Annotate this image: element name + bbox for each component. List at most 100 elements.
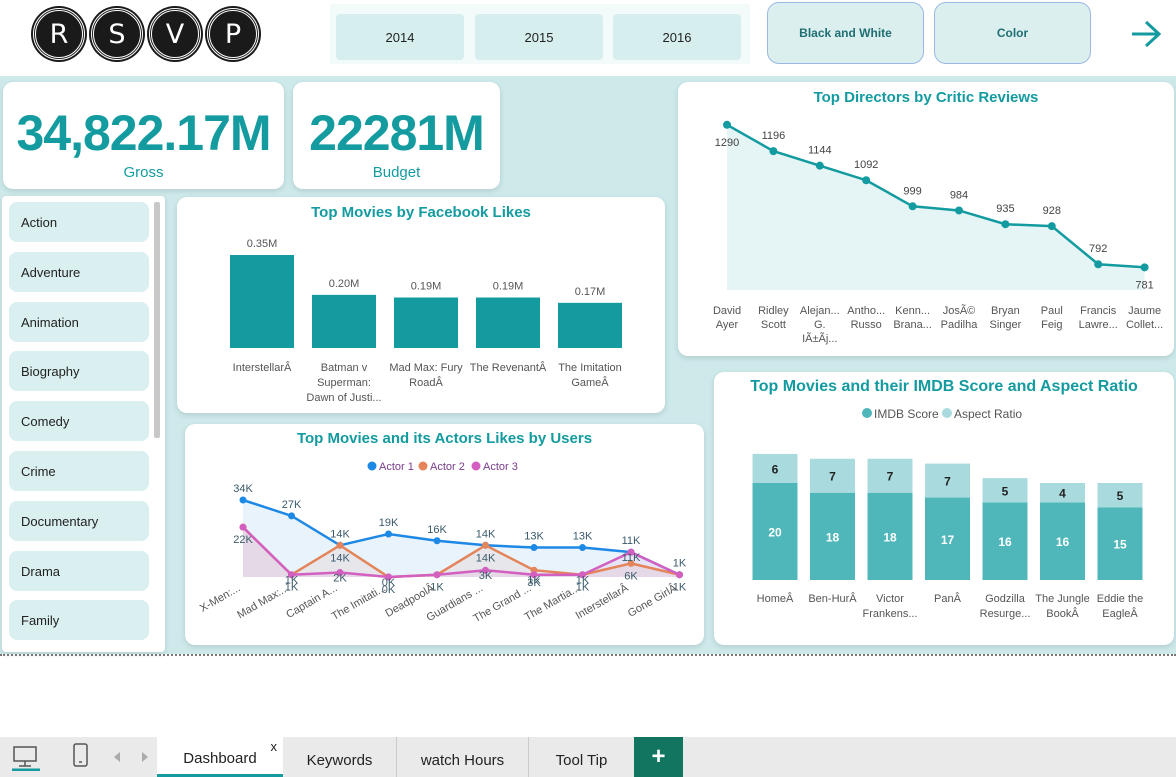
year-button-2015[interactable]: 2015	[475, 14, 603, 60]
add-page-button[interactable]: +	[634, 737, 683, 777]
genre-item[interactable]: Action	[9, 202, 149, 242]
canvas-border	[0, 654, 1176, 656]
x-tick-label: HomeÂ	[757, 592, 794, 605]
x-tick-label: IÃ±Ãj...	[802, 332, 837, 345]
tab-keywords[interactable]: Keywords	[283, 737, 397, 777]
data-point	[579, 544, 586, 552]
genre-item[interactable]: Family	[9, 600, 149, 640]
data-label: 0.35M	[247, 238, 278, 250]
aspect-label: 4	[1059, 487, 1066, 501]
data-label: 1K	[430, 582, 444, 594]
legend-label: IMDB Score	[874, 407, 939, 421]
data-label: 1290	[715, 137, 739, 149]
bar	[476, 297, 540, 348]
chevron-right-icon[interactable]	[140, 751, 150, 763]
data-point	[1047, 222, 1056, 231]
legend-label: Actor 2	[430, 461, 465, 473]
genre-item[interactable]: Crime	[9, 451, 149, 491]
data-point	[385, 573, 392, 581]
tab-tool-tip[interactable]: Tool Tip	[529, 737, 634, 777]
imdb-stacked-chart: IMDB Score Aspect Ratio 20 6 HomeÂ 18 7 Ben-Hur…	[752, 407, 1143, 620]
x-tick-label: Lawre...	[1079, 319, 1118, 331]
chart-title: Top Movies and their IMDB Score and Aspe…	[750, 378, 1138, 395]
genre-item[interactable]: Comedy	[9, 401, 149, 441]
mobile-view-icon[interactable]	[72, 743, 90, 769]
budget-kpi-card: 22281M Budget	[293, 82, 500, 189]
tab-label: Keywords	[306, 751, 373, 769]
genre-item[interactable]: Drama	[9, 551, 149, 591]
imdb-label: 18	[883, 530, 897, 544]
data-label: 1K	[576, 582, 590, 594]
black-and-white-button[interactable]: Black and White	[767, 2, 924, 64]
data-label: 1K	[527, 575, 541, 587]
imdb-label: 15	[1113, 538, 1127, 552]
data-point	[336, 568, 344, 576]
aspect-bar	[1097, 483, 1143, 508]
data-label: 2K	[333, 572, 347, 584]
tab-watch-hours[interactable]: watch Hours	[397, 737, 529, 777]
genre-item[interactable]: Adventure	[9, 252, 149, 292]
x-tick-label: Ridley	[758, 305, 789, 317]
imdb-bar	[1097, 507, 1143, 580]
x-tick-label: Russo	[851, 319, 882, 331]
x-tick-label: Dawn of Justi...	[306, 392, 381, 404]
aspect-bar	[752, 453, 798, 483]
genre-item[interactable]: Animation	[9, 302, 149, 342]
chevron-left-icon[interactable]	[112, 751, 122, 763]
tab-label: Dashboard	[183, 750, 257, 767]
data-point	[815, 161, 824, 170]
data-label: 3K	[479, 570, 493, 582]
x-tick-label: Ayer	[716, 319, 739, 331]
genre-scrollbar[interactable]	[154, 202, 160, 438]
x-tick-label: Frankens...	[862, 608, 917, 620]
data-label: 13K	[573, 531, 593, 543]
aspect-label: 5	[1117, 489, 1124, 503]
data-label: 0.19M	[493, 281, 524, 293]
data-point	[627, 559, 635, 567]
imdb-label: 16	[1056, 535, 1070, 549]
actors-line-chart: Actor 1 Actor 2 Actor 3 34K 27K 14K 19K 16K 14K 1…	[198, 461, 687, 625]
x-tick-label: RoadÂ	[409, 376, 443, 389]
x-tick-label: David	[713, 305, 741, 317]
data-label: 0.20M	[329, 278, 360, 290]
data-point	[723, 120, 731, 129]
x-tick-label: Gone GirlÂ	[625, 581, 679, 620]
data-label: 22K	[233, 534, 253, 546]
data-point	[908, 202, 917, 211]
tab-dashboard[interactable]: Dashboard x	[157, 737, 283, 777]
genre-item[interactable]: Biography	[9, 351, 149, 391]
x-tick-label: PanÂ	[934, 592, 962, 605]
data-point	[433, 571, 441, 579]
data-label: 0K	[382, 584, 396, 596]
data-label: 14K	[476, 528, 496, 540]
genre-item[interactable]: Documentary	[9, 501, 149, 541]
area-fill	[243, 527, 680, 577]
close-icon[interactable]: x	[270, 739, 278, 754]
year-button-2014[interactable]: 2014	[336, 14, 464, 60]
arrow-right-icon[interactable]	[1128, 18, 1164, 50]
legend-marker	[862, 408, 872, 418]
data-point	[862, 176, 871, 185]
x-tick-label: Brana...	[893, 319, 932, 331]
aspect-label: 6	[772, 462, 779, 476]
imdb-label: 16	[998, 535, 1012, 549]
desktop-view-icon[interactable]	[12, 745, 40, 771]
directors-line-chart: 1290 David Ayer 1196 Ridley Scott 1144 Alejan..…	[713, 120, 1163, 345]
x-tick-label: Kenn...	[895, 305, 930, 317]
data-label: 999	[903, 185, 921, 197]
color-button[interactable]: Color	[934, 2, 1091, 64]
year-button-2016[interactable]: 2016	[613, 14, 741, 60]
data-label: 13K	[524, 531, 544, 543]
gross-label: Gross	[123, 164, 164, 181]
series-line	[726, 123, 1145, 269]
data-point	[1094, 260, 1103, 269]
data-label: 1196	[762, 130, 786, 142]
legend-marker	[418, 461, 428, 471]
data-point	[530, 571, 538, 579]
data-label: 928	[1043, 205, 1061, 217]
x-tick-label: Francis	[1080, 305, 1117, 317]
data-label: 1144	[808, 145, 832, 157]
data-point	[1140, 263, 1149, 272]
data-label: 781	[1135, 279, 1153, 291]
x-tick-label: Eddie the	[1097, 593, 1143, 605]
